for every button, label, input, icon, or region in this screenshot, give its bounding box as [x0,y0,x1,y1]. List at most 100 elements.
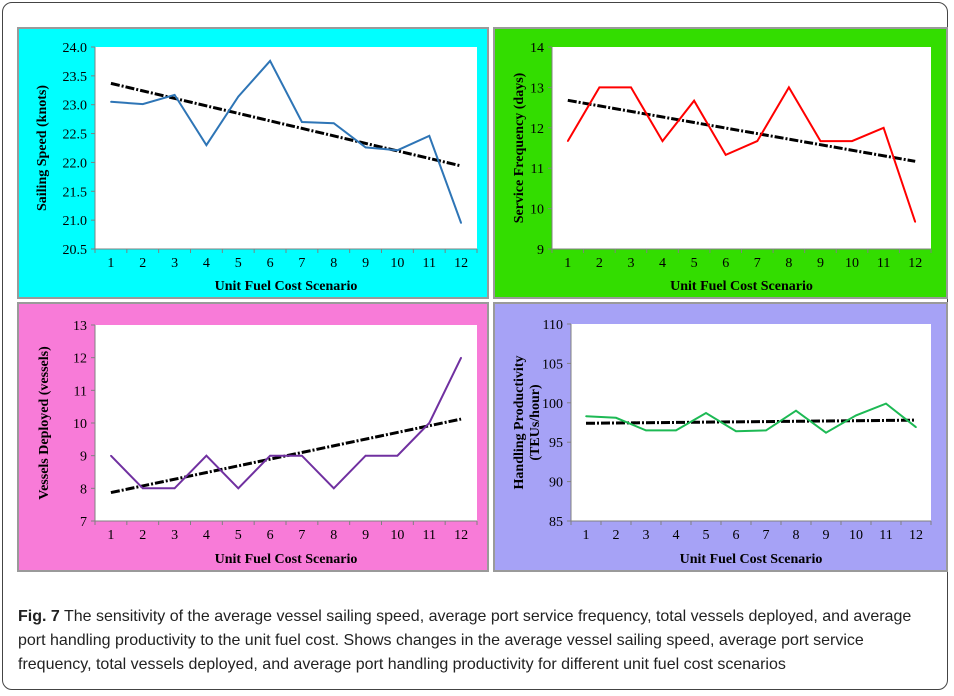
x-tick-label: 9 [362,528,369,543]
data-point [237,487,240,490]
x-tick-label: 8 [330,256,337,271]
data-point [396,454,399,457]
y-tick-label: 13 [530,81,544,96]
data-point [585,415,587,417]
x-tick-label: 2 [613,528,620,543]
x-tick-label: 12 [909,528,923,543]
x-tick-label: 10 [390,256,404,271]
data-point [332,122,335,124]
data-point [765,429,767,432]
data-point [460,222,462,224]
y-axis-label: Service Frequency (days) [512,72,527,223]
trendline [567,98,916,163]
chart-panel-handling-productivity: 85 90 95 100 105 110 1 2 3 4 5 6 7 8 9 10 11 12 Unit Fuel … [493,302,948,572]
data-line [110,357,462,490]
x-axis-label: Unit Fuel Cost Scenario [215,552,358,567]
data-point [269,454,271,457]
x-axis-label: Unit Fuel Cost Scenario [670,279,813,294]
x-axis-label: Unit Fuel Cost Scenario [680,552,823,567]
y-tick-label: 21.0 [63,214,88,229]
data-point [615,416,617,419]
x-tick-label: 5 [691,256,698,271]
y-tick-label: 22.5 [63,128,88,143]
x-tick-label: 7 [763,528,770,543]
y-axis-label: Sailing Speed (knots) [35,85,50,211]
x-tick-label: 1 [583,528,590,543]
x-tick-label: 11 [879,528,892,543]
x-tick-label: 9 [362,256,369,271]
x-tick-label: 5 [235,528,242,543]
caption-text: The sensitivity of the average vessel sa… [18,608,912,673]
plot-area [95,325,477,521]
x-tick-label: 8 [793,528,800,543]
x-tick-label: 3 [643,528,650,543]
x-tick-label: 6 [267,256,274,271]
x-tick-label: 10 [390,528,404,543]
x-tick-label: 3 [171,528,178,543]
data-point [735,430,737,432]
chart-panel-vessels-deployed: 7 8 9 10 11 12 13 1 2 3 4 5 6 7 8 9 10 11 12 Unit Fuel Cost… [17,302,489,572]
y-tick-label: 9 [80,450,87,465]
data-point [205,144,208,146]
x-tick-label: 8 [785,256,792,271]
x-tick-label: 4 [203,528,210,543]
x-tick-label: 6 [722,256,729,271]
data-point [428,135,431,137]
x-tick-label: 9 [823,528,830,543]
data-point [364,146,367,149]
y-axis-label: (TEUs/hour) [528,384,543,461]
x-tick-label: 1 [564,256,571,271]
x-tick-label: 10 [849,528,863,543]
y-tick-label: 8 [80,482,87,497]
data-point [364,454,367,457]
data-line [585,402,917,434]
x-tick-label: 3 [171,256,178,271]
data-point [914,221,917,223]
y-tick-label: 7 [80,515,87,530]
y-tick-label: 11 [531,162,544,177]
figure-caption: Fig. 7 The sensitivity of the average ve… [18,605,933,677]
y-tick-label: 13 [73,319,87,334]
data-point [756,140,759,142]
data-point [661,140,664,142]
y-tick-label: 11 [74,384,87,399]
x-tick-label: 11 [423,256,436,271]
x-tick-label: 7 [298,256,305,271]
x-tick-label: 6 [267,528,274,543]
data-point [205,454,208,457]
y-axis-label: Vessels Deployed (vessels) [37,346,52,500]
data-point [173,94,176,96]
x-tick-label: 1 [107,528,114,543]
x-axis-label: Unit Fuel Cost Scenario [215,279,358,294]
y-tick-label: 105 [542,357,563,372]
y-tick-label: 90 [549,476,563,491]
x-tick-label: 11 [423,528,436,543]
data-point [693,99,695,102]
y-tick-label: 14 [530,41,544,56]
data-point [675,429,677,432]
data-point [705,412,707,414]
data-point [332,487,335,490]
data-point [819,140,822,142]
data-point [173,487,176,490]
x-tick-label: 4 [203,256,210,271]
y-tick-label: 23.0 [63,99,88,114]
data-point [851,140,853,142]
x-tick-label: 10 [845,256,859,271]
data-point [855,414,857,417]
data-point [110,101,112,103]
y-axis-label: Handling Productivity [512,356,527,490]
chart-panel-sailing-speed: 20.5 21.0 21.5 22.0 22.5 23.0 23.5 24.0 1 2 3 4 5 6 7 8… [17,27,489,299]
x-tick-label: 7 [754,256,761,271]
plot-area [95,47,477,249]
data-point [915,426,917,429]
data-point [788,86,790,89]
x-tick-label: 5 [235,256,242,271]
data-point [428,422,431,424]
x-tick-label: 3 [627,256,634,271]
x-tick-label: 12 [454,256,468,271]
x-tick-label: 11 [877,256,890,271]
